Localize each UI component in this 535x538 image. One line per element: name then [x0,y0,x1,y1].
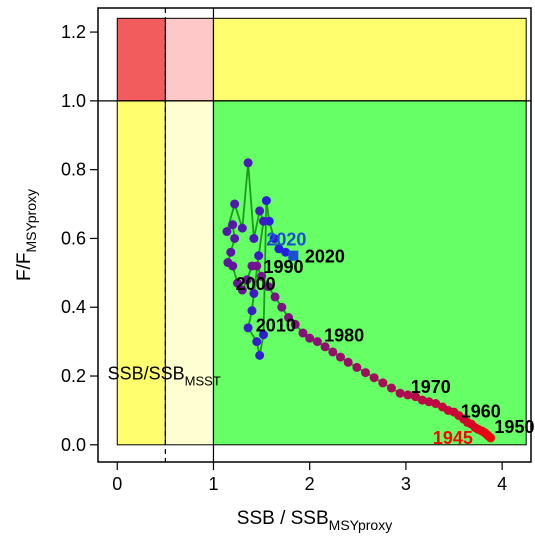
trajectory-points [222,158,496,443]
point-22 [369,373,379,383]
point-32 [290,319,300,329]
point-48 [222,227,232,237]
point-14 [431,399,441,409]
x-tick-label-3: 3 [401,474,411,494]
point-16 [417,395,427,405]
point-44 [223,258,233,268]
point-65 [274,244,284,254]
y-tick-label-1: 0.2 [61,366,86,386]
plot-frame [97,7,532,463]
point-56 [249,288,259,298]
point-52 [249,233,259,243]
y-axis: 0.0 0.2 0.4 0.6 0.8 1.0 1.2 [61,22,98,455]
point-30 [305,333,315,343]
point-53 [255,206,265,216]
y-tick-label-6: 1.2 [61,22,86,42]
point-64 [269,233,279,243]
point-45 [226,247,236,257]
point-47 [228,220,238,230]
point-42 [233,278,243,288]
year-label-7: 2010 [256,315,296,335]
year-label-1: 1950 [494,417,534,437]
point-19 [395,388,405,398]
y-tick-label-4: 0.8 [61,160,86,180]
point-13 [437,402,447,412]
point-67 [288,250,299,261]
zone-0 [116,17,166,102]
point-63 [264,216,274,226]
year-label-0: 1945 [433,428,473,448]
ssb-msst-label: SSB/SSBMSST [108,363,221,388]
status-zones [116,17,527,446]
year-label-3: 1970 [411,377,451,397]
point-34 [277,302,287,312]
point-33 [284,313,294,323]
point-18 [403,390,413,400]
point-61 [259,330,269,340]
x-tick-label-2: 2 [305,474,315,494]
point-27 [328,347,338,357]
point-50 [237,223,247,233]
x-axis: 0 1 2 3 4 [112,462,507,494]
point-66 [281,247,291,257]
point-26 [335,352,345,362]
point-25 [343,357,353,367]
point-21 [378,378,388,388]
year-label-8: 2020 [266,229,306,249]
point-15 [424,397,434,407]
point-49 [230,199,240,209]
zone-2 [212,17,527,102]
point-58 [243,323,253,333]
y-tick-label-0: 0.0 [61,435,86,455]
point-59 [252,337,262,347]
y-tick-label-3: 0.6 [61,228,86,248]
year-label-2: 1960 [461,401,501,421]
point-55 [254,251,264,261]
y-tick-label-2: 0.4 [61,297,86,317]
zone-1 [164,17,214,102]
point-31 [298,328,308,338]
y-tick-label-5: 1.0 [61,91,86,111]
point-46 [230,233,240,243]
zone-3 [116,100,166,446]
point-24 [352,362,362,372]
x-tick-label-1: 1 [208,474,218,494]
x-tick-label-4: 4 [497,474,507,494]
point-28 [320,342,330,352]
year-label-5: 1990 [264,257,304,277]
point-62 [261,196,271,206]
year-label-9: 2020 [305,247,345,267]
point-57 [247,306,257,316]
point-36 [263,282,273,292]
point-40 [242,275,252,285]
point-39 [247,261,257,271]
point-23 [360,368,370,378]
zone-4 [164,100,214,446]
point-20 [386,383,396,393]
point-37 [257,271,267,281]
year-label-4: 1980 [324,326,364,346]
point-35 [270,292,280,302]
y-axis-title: F/FMSYproxy [14,189,39,281]
point-17 [411,392,421,402]
x-axis-title: SSB / SSBMSYproxy [237,508,392,533]
point-41 [237,285,247,295]
point-51 [243,158,253,168]
point-29 [312,337,322,347]
x-tick-label-0: 0 [112,474,122,494]
reference-lines [98,8,531,462]
point-60 [255,350,265,360]
year-label-6: 2000 [236,274,276,294]
